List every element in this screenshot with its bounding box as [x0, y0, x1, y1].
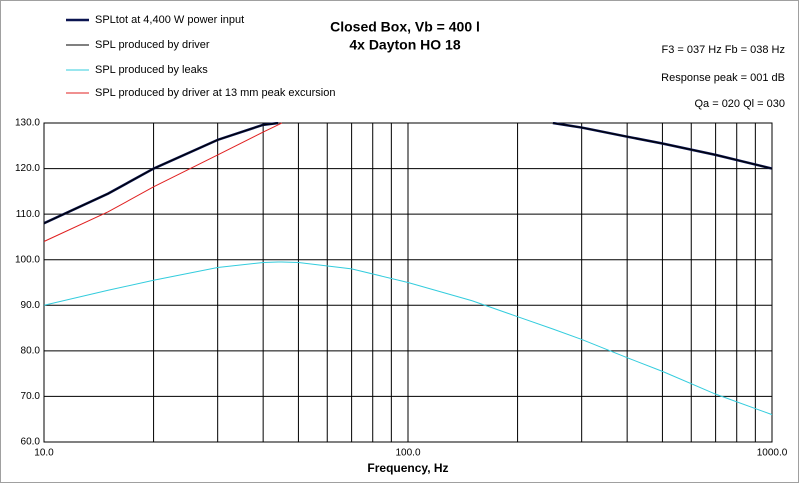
x-tick-label: 10.0: [34, 448, 54, 459]
x-tick-label: 1000.0: [757, 448, 788, 459]
series-line: [552, 122, 773, 170]
y-tick-label: 60.0: [21, 437, 41, 448]
chart-title: Closed Box, Vb = 400 l: [330, 19, 480, 35]
series-line: [44, 122, 279, 224]
plot-lines: [44, 122, 773, 416]
y-tick-label: 110.0: [16, 209, 41, 220]
x-axis-label: Frequency, Hz: [367, 461, 448, 475]
series-line: [44, 261, 773, 416]
y-tick-label: 90.0: [21, 300, 41, 311]
series-line: [44, 122, 282, 242]
annotation: Qa = 020 Ql = 030: [694, 98, 785, 110]
y-tick-label: 120.0: [15, 163, 40, 174]
y-tick-label: 130.0: [15, 118, 40, 129]
legend-label: SPL produced by driver at 13 mm peak exc…: [95, 87, 336, 99]
y-tick-label: 80.0: [21, 345, 41, 356]
annotation: Response peak = 001 dB: [661, 72, 785, 84]
y-tick-label: 70.0: [21, 391, 41, 402]
chart-subtitle: 4x Dayton HO 18: [349, 37, 460, 53]
y-tick-label: 100.0: [15, 254, 40, 265]
legend-label: SPL produced by leaks: [95, 64, 208, 76]
annotation: F3 = 037 Hz Fb = 038 Hz: [661, 44, 785, 56]
legend-label: SPLtot at 4,400 W power input: [95, 14, 244, 26]
legend-label: SPL produced by driver: [95, 39, 210, 51]
x-tick-label: 100.0: [395, 448, 420, 459]
